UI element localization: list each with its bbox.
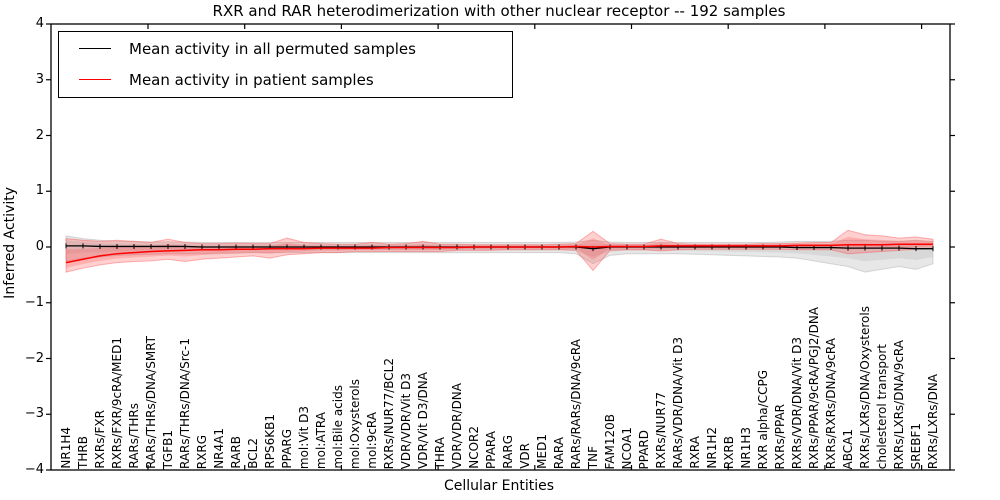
x-tick-label: RXRs/VDR/DNA/Vit D3 [790, 336, 804, 469]
x-tick-label: RXRs/LXRs/DNA/Oxysterols [858, 306, 872, 469]
x-tick-label: mol:9cRA [365, 412, 379, 469]
x-tick-label: NCOR2 [467, 426, 481, 469]
patient-mean-line [65, 243, 933, 264]
x-tick-label: RXRG [195, 434, 209, 469]
x-tick-label: RARs/THRs/DNA/SMRT [144, 336, 158, 469]
y-tick-label: 3 [35, 71, 44, 87]
permuted-range-band [65, 235, 934, 273]
y-tick-label: 2 [35, 127, 44, 143]
x-tick-label: RARA [552, 436, 566, 469]
x-tick-label: RXRs/NUR77 [654, 392, 668, 469]
x-tick-label: RARG [501, 435, 515, 469]
x-tick-label: RXRs/LXRs/DNA/9cRA [892, 339, 906, 470]
x-tick-label: RARB [229, 436, 243, 469]
x-tick-label: RARs/THRs/DNA/Src-1 [178, 338, 192, 469]
x-tick-label: RPS6KB1 [263, 414, 277, 469]
x-tick-label: VDR [518, 443, 532, 469]
x-tick-label: NR1H2 [705, 427, 719, 469]
x-axis-label: Cellular Entities [443, 478, 555, 494]
x-tick-label: RXRA [688, 436, 702, 469]
legend-line-red-icon [79, 79, 111, 80]
x-tick-label: THRA [433, 436, 447, 469]
x-tick-label: RXRs/LXRs/DNA [926, 373, 940, 469]
x-tick-label: RXRs/RXRs/DNA/9cRA [824, 337, 838, 469]
x-tick-label: NR4A1 [212, 428, 226, 469]
x-tick-label: ABCA1 [841, 428, 855, 469]
x-tick-label: VDR/VDR/Vit D3 [399, 372, 413, 469]
y-tick-label: 4 [35, 16, 44, 31]
legend: Mean activity in all permuted samples Me… [58, 31, 513, 98]
x-tick-label: RXR alpha/CCPG [756, 369, 770, 469]
x-tick-label: THRB [76, 436, 90, 469]
legend-item-patient: Mean activity in patient samples [59, 65, 512, 94]
x-tick-label: VDR/VDR/DNA [450, 382, 464, 469]
patient-std-band [66, 236, 933, 268]
x-tick-label: mol:Bile acids [331, 385, 345, 469]
x-tick-label: RARs/VDR/DNA/Vit D3 [671, 337, 685, 469]
x-tick-label: PPARA [484, 431, 498, 469]
x-tick-label: RARs/RARs/DNA/9cRA [569, 338, 583, 469]
x-tick-label: PPARD [637, 429, 651, 470]
x-tick-label: RARs/THRs [127, 403, 141, 469]
legend-label-patient: Mean activity in patient samples [129, 70, 374, 89]
x-tick-label: RXRs/NUR77/BCL2 [382, 357, 396, 469]
y-tick-label: 1 [35, 183, 44, 199]
x-tick-label: RXRB [722, 435, 736, 469]
chart-title: RXR and RAR heterodimerization with othe… [212, 2, 786, 20]
x-tick-label: NR1H3 [739, 427, 753, 469]
y-tick-label: −2 [24, 350, 44, 366]
x-tick-label: NR1H4 [59, 427, 73, 469]
legend-label-permuted: Mean activity in all permuted samples [129, 39, 416, 58]
x-tick-label: mol:Oxysterols [348, 379, 362, 469]
x-tick-label: mol:Vit D3 [297, 405, 311, 469]
x-tick-label: BCL2 [246, 438, 260, 469]
x-tick-label: RXRs/PPAR [773, 403, 787, 469]
x-tick-label: VDR/Vit D3/DNA [416, 372, 430, 469]
x-tick-label: RXRs/FXR [93, 410, 107, 469]
x-tick-label: mol:ATRA [314, 411, 328, 469]
x-tick-label: NCOA1 [620, 426, 634, 469]
legend-item-permuted: Mean activity in all permuted samples [59, 34, 512, 63]
x-tick-label: TGFB1 [161, 429, 175, 469]
x-tick-label: cholesterol transport [875, 343, 889, 469]
y-tick-label: 0 [35, 239, 44, 254]
y-tick-label: −3 [24, 406, 44, 422]
x-tick-label: RXRs/PPAR/9cRA/PGJ2/DNA [807, 307, 821, 469]
y-tick-label: −1 [24, 294, 44, 310]
legend-line-black-icon [79, 48, 111, 49]
x-tick-label: FAM120B [603, 413, 617, 470]
x-tick-label: TNF [586, 445, 600, 469]
y-tick-label: −4 [24, 462, 44, 477]
x-tick-label: RXRs/FXR/9cRA/MED1 [110, 337, 124, 469]
x-tick-label: SREBF1 [909, 422, 923, 469]
x-tick-label: MED1 [535, 434, 549, 469]
x-tick-label: PPARG [280, 429, 294, 469]
